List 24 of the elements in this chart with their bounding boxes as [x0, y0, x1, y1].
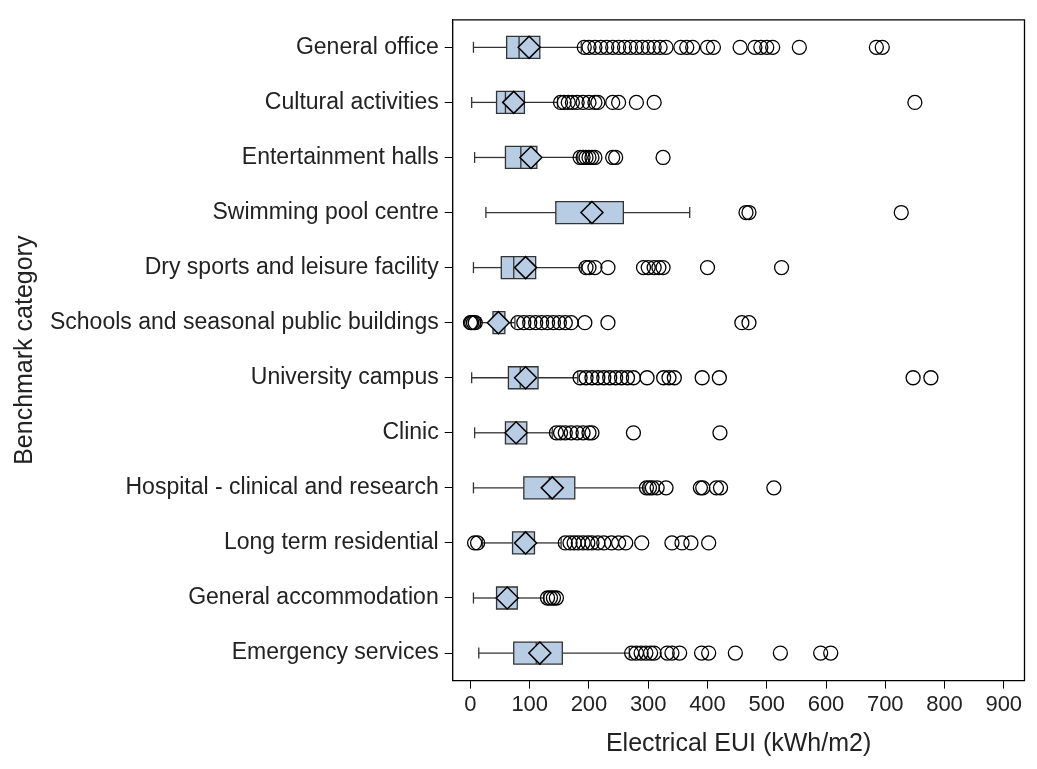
x-tick-label: 200	[570, 690, 608, 716]
y-tick-label: Entertainment halls	[241, 142, 439, 169]
y-tick-label: Emergency services	[231, 638, 439, 665]
x-tick-label: 100	[511, 690, 549, 716]
x-tick-label: 900	[985, 690, 1023, 716]
y-tick-label: Clinic	[382, 418, 439, 445]
x-axis-title: Electrical EUI (kWh/m2)	[605, 727, 872, 756]
x-tick-label: 0	[464, 690, 477, 716]
y-tick-label: General accommodation	[188, 583, 439, 610]
y-tick-label: Hospital - clinical and research	[125, 473, 439, 500]
y-tick-label: Dry sports and leisure facility	[144, 252, 440, 279]
y-tick-label: General office	[295, 32, 439, 59]
y-axis-title: Benchmark category	[8, 235, 37, 465]
y-tick-label: Long term residential	[223, 528, 439, 555]
y-tick-label: Swimming pool centre	[212, 197, 439, 224]
y-tick-label: Cultural activities	[264, 87, 439, 114]
x-tick-label: 700	[866, 690, 904, 716]
y-tick-label: Schools and seasonal public buildings	[49, 308, 439, 335]
x-tick-label: 400	[689, 690, 726, 716]
x-tick-label: 600	[807, 690, 845, 716]
x-tick-label: 300	[629, 690, 667, 716]
y-tick-label: University campus	[250, 363, 439, 390]
x-tick-label: 500	[748, 690, 786, 716]
x-tick-label: 800	[926, 690, 963, 716]
